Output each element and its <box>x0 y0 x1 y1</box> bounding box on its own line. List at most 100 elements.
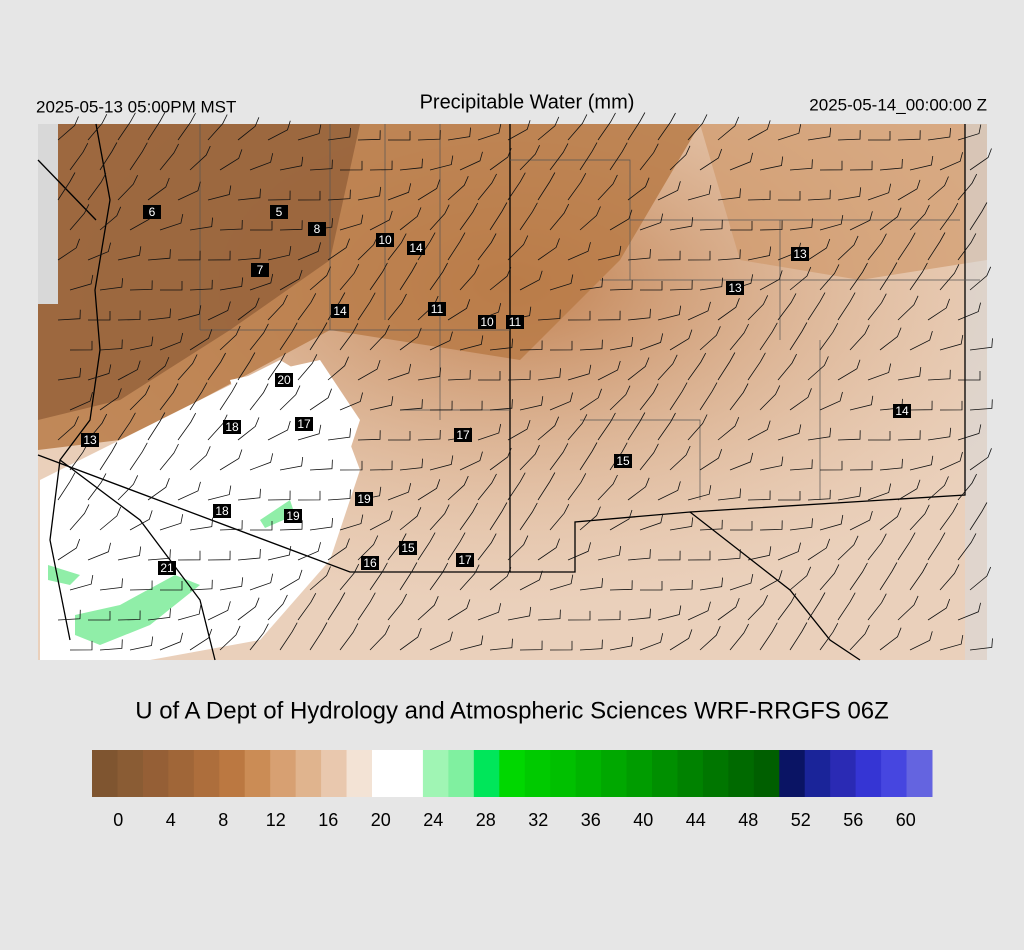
wind-barb <box>339 460 363 471</box>
wind-barb <box>117 360 141 381</box>
station-box <box>478 315 496 329</box>
wind-barb <box>369 625 390 651</box>
wind-barb <box>939 503 959 531</box>
wind-barb <box>627 357 650 381</box>
station-box <box>355 492 373 506</box>
wind-barb <box>927 598 951 621</box>
wind-barb <box>417 596 439 621</box>
wind-barb <box>339 323 359 351</box>
wind-barb <box>939 152 963 171</box>
wind-barb <box>777 424 802 441</box>
wind-barb <box>327 238 350 261</box>
wind-barb <box>969 399 993 411</box>
wind-barb <box>549 340 573 351</box>
wind-barb <box>789 159 813 171</box>
wind-barb <box>868 431 891 441</box>
wind-barb <box>849 262 868 291</box>
wind-barb <box>777 593 797 621</box>
wind-barb <box>417 429 441 441</box>
wind-barb <box>729 623 749 651</box>
wind-barb <box>219 219 243 231</box>
station-value: 10 <box>378 233 392 247</box>
wind-barb <box>627 112 646 141</box>
wind-barb <box>417 479 441 501</box>
wind-barb <box>279 456 304 471</box>
wind-barb <box>609 509 633 531</box>
colorbar-segment <box>855 750 882 797</box>
wind-barb <box>147 356 170 381</box>
no-data <box>965 124 987 660</box>
wind-barb <box>969 448 992 471</box>
wind-barb <box>327 538 350 561</box>
wind-barb <box>909 631 933 651</box>
wind-barb <box>519 270 543 291</box>
wind-barb <box>789 266 812 291</box>
wind-barb <box>57 172 76 201</box>
colorbar-segment <box>473 750 500 797</box>
colorbar-tick-label: 16 <box>318 810 338 830</box>
wind-barb <box>399 158 423 171</box>
wind-barb <box>879 327 902 351</box>
wind-barb <box>957 173 978 201</box>
wind-barb <box>927 298 950 321</box>
wind-barb <box>447 532 466 561</box>
wind-barb <box>297 490 321 501</box>
wind-barb <box>717 488 741 501</box>
wind-barb <box>459 264 480 291</box>
wind-barb <box>388 131 411 141</box>
station-box <box>407 241 425 255</box>
wind-barb <box>969 338 993 351</box>
wind-barb <box>699 626 721 651</box>
wind-barb <box>819 514 844 531</box>
wind-barb <box>717 352 736 381</box>
wind-barb <box>399 207 422 231</box>
wind-barb <box>117 310 141 321</box>
wind-barb <box>447 232 466 261</box>
wind-barb <box>597 360 621 381</box>
wind-barb <box>57 538 81 561</box>
wind-barb <box>969 266 992 291</box>
wind-barb <box>807 127 832 141</box>
wind-barb <box>117 175 138 201</box>
wind-barb <box>699 148 723 171</box>
wind-barb <box>549 392 573 411</box>
wind-barb <box>69 340 93 351</box>
wind-barb <box>730 221 753 231</box>
wind-barb <box>279 622 298 651</box>
colorbar-segment <box>142 750 169 797</box>
wind-barb <box>837 130 861 141</box>
station-box <box>213 504 231 518</box>
wind-barb <box>369 396 394 411</box>
wind-barb <box>237 297 260 321</box>
wind-barb <box>237 352 256 381</box>
wind-barb <box>387 593 407 621</box>
wind-barb <box>927 476 949 501</box>
wind-barb <box>387 293 407 321</box>
wind-barb <box>579 206 601 231</box>
wind-barb <box>159 514 184 531</box>
wind-barb <box>339 392 363 411</box>
station-value: 15 <box>401 541 415 555</box>
colorbar-segment <box>702 750 729 797</box>
wind-barb <box>267 294 288 321</box>
wind-barb <box>237 597 260 621</box>
wind-barb <box>669 445 691 471</box>
wind-barb <box>819 215 844 231</box>
wind-barb <box>567 114 588 141</box>
colorbar-segment <box>244 750 271 797</box>
station-value: 20 <box>277 373 291 387</box>
wind-barb <box>417 130 441 141</box>
wind-barb <box>177 605 202 621</box>
wind-barb <box>489 447 512 471</box>
colorbar-tick-label: 40 <box>633 810 653 830</box>
wind-barb <box>399 627 422 651</box>
wind-barb <box>69 274 94 291</box>
wind-barb <box>699 577 723 591</box>
wind-barb <box>267 594 288 621</box>
wind-barb <box>327 489 351 501</box>
wind-barb <box>519 340 543 351</box>
wind-barb <box>897 232 916 261</box>
wind-barb <box>939 203 959 231</box>
wind-barb <box>279 156 304 171</box>
wind-barb <box>579 506 601 531</box>
